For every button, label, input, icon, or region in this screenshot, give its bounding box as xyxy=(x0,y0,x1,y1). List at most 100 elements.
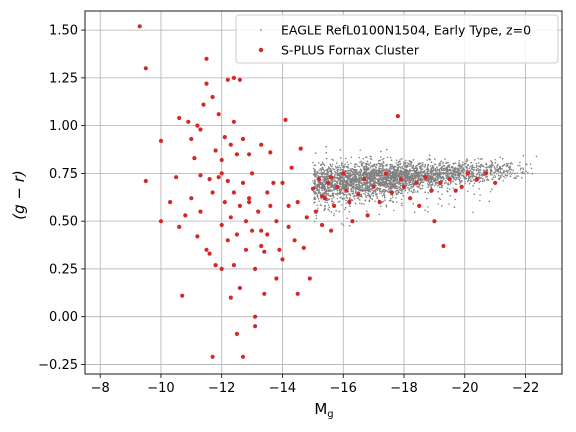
eagle-point xyxy=(407,171,410,173)
eagle-point xyxy=(445,182,447,184)
eagle-point xyxy=(438,177,440,179)
splus-point xyxy=(210,190,215,195)
eagle-point xyxy=(348,193,350,196)
eagle-point xyxy=(394,175,396,177)
eagle-point xyxy=(447,162,449,164)
eagle-point xyxy=(439,167,441,170)
eagle-point xyxy=(454,174,457,176)
eagle-point xyxy=(399,163,401,166)
eagle-point xyxy=(430,185,432,188)
splus-point xyxy=(262,291,267,296)
eagle-point xyxy=(359,161,361,163)
eagle-point xyxy=(350,175,352,177)
splus-point xyxy=(228,142,233,147)
eagle-point xyxy=(397,193,399,195)
splus-point xyxy=(219,171,224,176)
eagle-point xyxy=(356,172,358,175)
eagle-point xyxy=(503,170,506,172)
eagle-point xyxy=(467,179,470,182)
eagle-point xyxy=(428,182,431,184)
splus-point xyxy=(231,75,236,80)
legend-label-splus: S-PLUS Fornax Cluster xyxy=(281,43,420,58)
eagle-point xyxy=(466,159,469,162)
eagle-point xyxy=(446,175,449,178)
eagle-point xyxy=(506,165,509,167)
eagle-point xyxy=(480,177,482,179)
splus-point xyxy=(389,190,394,195)
eagle-point xyxy=(324,183,327,186)
eagle-point xyxy=(527,172,529,174)
legend-box xyxy=(235,14,559,64)
eagle-point xyxy=(380,167,382,170)
splus-point xyxy=(234,331,239,336)
splus-point xyxy=(259,243,264,249)
eagle-point xyxy=(452,177,455,179)
eagle-point xyxy=(424,173,426,176)
eagle-point xyxy=(321,178,324,181)
splus-point xyxy=(198,127,203,132)
eagle-point xyxy=(318,200,320,202)
eagle-point xyxy=(368,195,371,198)
eagle-point xyxy=(435,179,437,182)
eagle-point xyxy=(336,181,338,183)
eagle-point xyxy=(362,189,365,191)
eagle-point xyxy=(477,162,480,164)
eagle-point xyxy=(323,180,325,183)
eagle-point xyxy=(394,187,396,190)
eagle-point xyxy=(328,166,330,169)
eagle-point xyxy=(344,193,346,196)
splus-point xyxy=(329,228,334,233)
eagle-point xyxy=(427,186,429,188)
eagle-point xyxy=(395,191,397,193)
eagle-point xyxy=(439,175,442,178)
eagle-point xyxy=(339,173,342,175)
eagle-point xyxy=(446,165,449,168)
eagle-point xyxy=(348,183,350,186)
eagle-point xyxy=(449,172,452,175)
eagle-point xyxy=(346,176,349,178)
eagle-point xyxy=(388,177,390,179)
eagle-point xyxy=(400,184,402,187)
eagle-point xyxy=(342,169,344,171)
eagle-point xyxy=(410,185,413,188)
eagle-point xyxy=(393,179,395,182)
eagle-point xyxy=(356,185,358,188)
eagle-point xyxy=(440,184,443,187)
eagle-point xyxy=(445,167,447,170)
eagle-point xyxy=(370,165,373,167)
eagle-point xyxy=(343,197,346,200)
eagle-point xyxy=(446,176,449,179)
eagle-point xyxy=(330,182,332,184)
eagle-point xyxy=(368,171,370,174)
eagle-point xyxy=(475,166,478,168)
eagle-point xyxy=(408,178,410,180)
eagle-point xyxy=(424,191,426,193)
eagle-point xyxy=(396,189,398,192)
eagle-point xyxy=(360,194,363,196)
eagle-point xyxy=(369,173,371,176)
eagle-point xyxy=(380,174,382,177)
eagle-point xyxy=(506,163,509,165)
eagle-point xyxy=(360,186,362,189)
eagle-point xyxy=(368,185,370,188)
eagle-point xyxy=(415,174,417,177)
splus-point xyxy=(423,175,428,180)
eagle-point xyxy=(357,165,359,168)
eagle-point xyxy=(525,163,528,166)
eagle-point xyxy=(413,167,415,170)
eagle-point xyxy=(338,172,341,174)
eagle-point xyxy=(365,171,368,174)
legend-marker-eagle xyxy=(260,29,262,31)
eagle-point xyxy=(325,179,328,181)
eagle-point xyxy=(435,166,438,169)
eagle-point xyxy=(362,171,365,173)
eagle-point xyxy=(423,166,426,168)
eagle-point xyxy=(408,160,411,162)
eagle-point xyxy=(452,187,454,189)
eagle-point xyxy=(379,192,381,194)
eagle-point xyxy=(379,178,382,180)
eagle-point xyxy=(419,177,421,179)
eagle-point xyxy=(474,159,476,161)
splus-point xyxy=(231,263,236,268)
eagle-point xyxy=(445,174,447,177)
